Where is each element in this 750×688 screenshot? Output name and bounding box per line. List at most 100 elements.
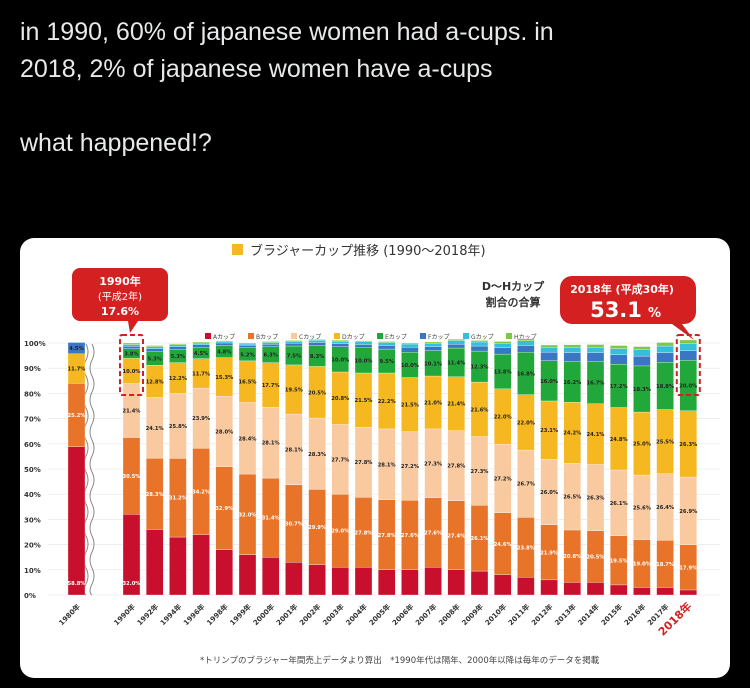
- data-label: 21.9%: [540, 550, 559, 556]
- callout-2018-value: 53.1: [590, 298, 642, 322]
- bar-segment: [563, 352, 581, 362]
- bar-segment: [470, 345, 489, 352]
- data-label: 11.7%: [192, 371, 211, 377]
- bar-segment: [424, 346, 442, 351]
- bar-segment: [354, 344, 373, 348]
- data-label: 26.9%: [679, 509, 698, 515]
- bar-segment: [192, 341, 210, 344]
- data-label: 32.0%: [123, 581, 142, 587]
- bar-segment: [656, 352, 674, 363]
- data-label: 20.8%: [563, 554, 582, 560]
- data-label: 10.0%: [355, 358, 374, 364]
- data-label: 58.8%: [68, 581, 87, 587]
- x-tick-label: 2009年: [460, 602, 485, 627]
- data-label: 27.8%: [355, 460, 374, 466]
- bar-segment: [656, 342, 674, 347]
- bar-segment: [262, 344, 280, 347]
- bar-segment: [424, 341, 442, 344]
- legend-swatch: [463, 333, 469, 339]
- data-label: 27.8%: [355, 530, 374, 536]
- bar-segment: [192, 342, 210, 345]
- x-tick-label: 2014年: [576, 602, 601, 627]
- data-label: 28.3%: [308, 452, 327, 458]
- bar-segment: [401, 347, 419, 353]
- data-label: 16.2%: [563, 380, 582, 386]
- legend-swatch: [334, 333, 340, 339]
- legend-swatch: [506, 333, 512, 339]
- callout-2018-year: 2018年 (平成30年): [570, 282, 674, 296]
- data-label: 32.0%: [239, 512, 258, 518]
- bar-segment: [586, 347, 605, 353]
- x-tick-label: 2001年: [274, 602, 299, 627]
- data-label: 22.0%: [517, 420, 536, 426]
- chart-image-card[interactable]: ブラジャーカップ推移 (1990〜2018年) Aカップ Bカップ Cカップ Dカップ E…: [20, 238, 730, 678]
- x-tick-label: 1990年: [112, 602, 137, 627]
- data-label: 27.3%: [424, 461, 443, 467]
- data-label: 5.2%: [240, 352, 255, 358]
- bar-segment: [146, 348, 164, 352]
- data-label: 27.2%: [401, 464, 420, 470]
- x-tick-label: 1994年: [158, 602, 183, 627]
- data-label: 10.1%: [424, 361, 443, 367]
- bar-segment: [122, 342, 141, 345]
- x-tick-label: 1998年: [205, 602, 230, 627]
- bar-segment: [610, 345, 628, 349]
- bar-segment: [586, 582, 605, 596]
- tweet-line-1: in 1990, 60% of japanese women had a-cup…: [20, 18, 554, 46]
- data-label: 12.3%: [471, 365, 490, 371]
- data-label: 27.7%: [331, 457, 350, 463]
- bar-segment: [378, 569, 396, 596]
- bar-segment: [192, 344, 210, 348]
- data-label: 13.8%: [494, 369, 513, 375]
- data-label: 18.3%: [633, 387, 652, 393]
- bar-segment: [494, 343, 512, 348]
- bar-segment: [633, 346, 651, 350]
- data-label: 5.3%: [148, 356, 163, 362]
- bar-segment: [308, 564, 326, 596]
- bar-segment: [656, 587, 674, 596]
- x-tick-label: 2000年: [251, 602, 276, 627]
- x-tick-label: 2012年: [529, 602, 554, 627]
- data-label: 8.3%: [310, 354, 325, 360]
- data-label: 27.8%: [378, 533, 397, 539]
- bar-segment: [354, 341, 373, 345]
- data-label: 11.4%: [447, 360, 466, 366]
- title-legend-square: [232, 244, 243, 255]
- bar-segment: [215, 549, 233, 596]
- x-tick-label: 2015年: [599, 602, 624, 627]
- legend-swatch: [291, 333, 297, 339]
- data-label: 20.5%: [587, 555, 606, 561]
- data-label: 26.1%: [610, 501, 629, 507]
- data-label: 26.3%: [587, 496, 606, 502]
- data-label: 10.0%: [123, 369, 142, 375]
- legend-label: Bカップ: [256, 334, 278, 341]
- bar-segment: [540, 579, 558, 596]
- bar-segment: [378, 342, 396, 346]
- legend-label: Hカップ: [514, 334, 537, 341]
- data-label: 27.3%: [471, 469, 490, 475]
- bar-segment: [146, 529, 164, 596]
- data-label: 27.6%: [401, 533, 420, 539]
- bar-segment: [563, 582, 581, 596]
- y-tick-label: 20%: [24, 542, 41, 550]
- bar-segment: [610, 584, 628, 596]
- data-label: 19.5%: [610, 558, 629, 564]
- bar-segment: [679, 339, 697, 344]
- data-label: 26.4%: [656, 505, 675, 511]
- legend-label: Fカップ: [428, 334, 449, 341]
- data-label: 21.5%: [401, 403, 420, 409]
- y-tick-label: 30%: [24, 516, 41, 524]
- data-label: 18.7%: [656, 562, 675, 568]
- data-label: 22.2%: [378, 399, 397, 405]
- x-tick-label: 2016年: [622, 602, 647, 627]
- data-label: 29.9%: [308, 525, 327, 531]
- data-label: 21.6%: [471, 407, 490, 413]
- bar-segment: [679, 589, 697, 596]
- bar-segment: [262, 557, 280, 596]
- data-label: 28.1%: [285, 447, 304, 453]
- bar-segment: [424, 343, 442, 347]
- data-label: 24.6%: [494, 542, 513, 548]
- data-label: 28.4%: [239, 436, 258, 442]
- bar-segment: [447, 569, 465, 596]
- x-tick-label: 2010年: [483, 602, 508, 627]
